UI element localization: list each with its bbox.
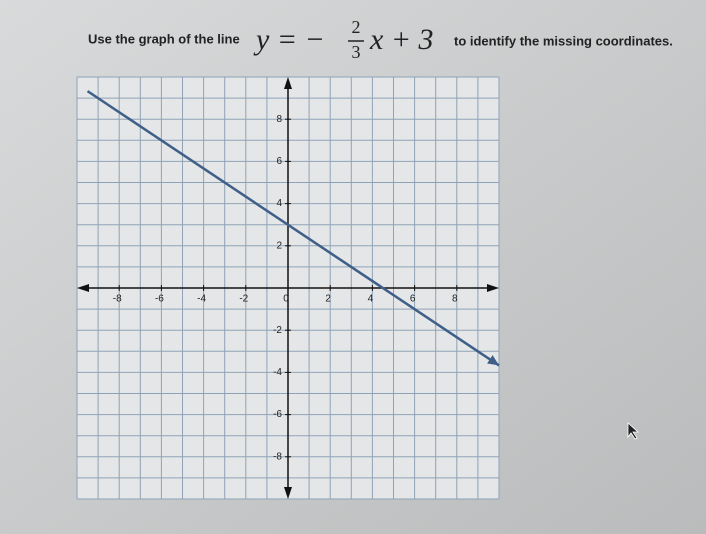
x-tick-label: -4 (197, 294, 206, 305)
equation-lhs: y = − (253, 23, 325, 56)
mouse-cursor (627, 422, 640, 440)
y-tick-label: -2 (273, 325, 282, 336)
x-tick-label: 6 (410, 294, 416, 305)
x-tick-label: -2 (239, 294, 248, 305)
equation-rhs: x + 3 (369, 23, 434, 56)
x-tick-label: 0 (283, 294, 289, 305)
y-tick-label: 2 (276, 240, 282, 251)
equation-denominator: 3 (352, 42, 361, 62)
equation-numerator: 2 (352, 17, 361, 37)
y-tick-label: -4 (273, 367, 282, 378)
line-arrow (487, 355, 499, 366)
x-tick-label: 8 (452, 294, 458, 305)
x-tick-label: -8 (113, 294, 122, 305)
x-tick-label: -6 (155, 294, 164, 305)
y-tick-label: 8 (276, 114, 282, 125)
line (86, 90, 500, 367)
y-tick-label: 6 (276, 156, 282, 167)
x-tick-label: 4 (368, 294, 374, 305)
x-tick-label: 2 (325, 294, 331, 305)
prompt-end: to identify the missing coordinates. (454, 33, 673, 48)
y-tick-label: 4 (276, 198, 282, 209)
prompt-start: Use the graph of the line (88, 31, 240, 46)
y-tick-label: -8 (273, 451, 282, 462)
graph: -8 -6 -4 -2 0 2 4 6 8 -8 -6 -4 -2 2 4 6 8 (76, 76, 500, 500)
y-tick-label: -6 (273, 409, 282, 420)
